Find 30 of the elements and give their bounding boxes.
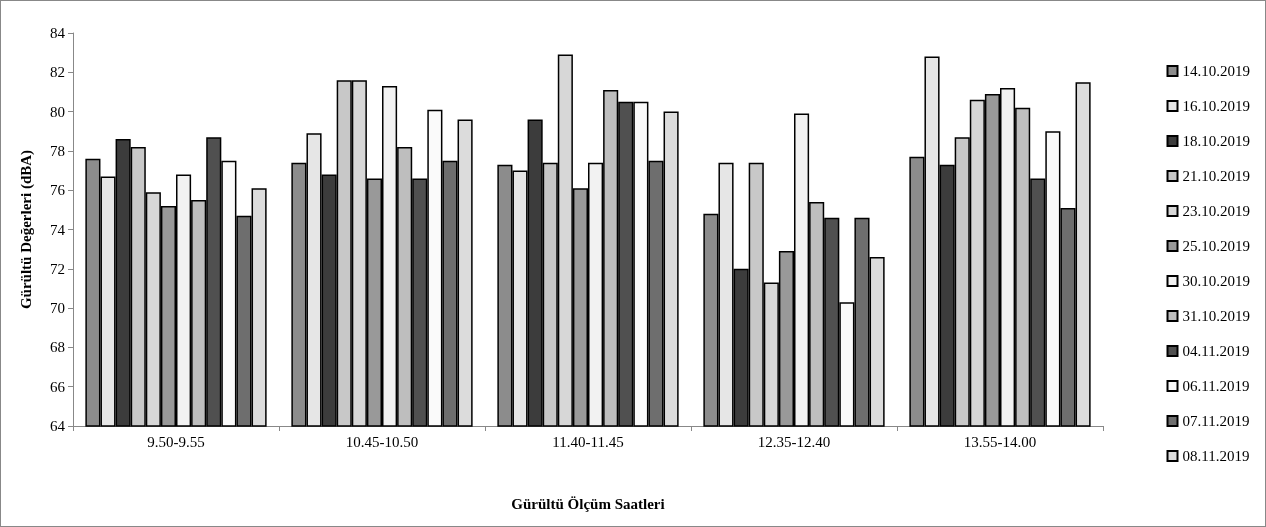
legend-label: 23.10.2019	[1182, 203, 1250, 219]
y-tick-label: 70	[50, 300, 65, 317]
x-tick-label: 10.45-10.50	[345, 433, 419, 450]
y-tick-label: 66	[50, 378, 66, 395]
x-tick-label: 13.55-14.00	[963, 433, 1037, 450]
legend-label: 18.10.2019	[1182, 133, 1250, 149]
legend-label: 31.10.2019	[1182, 308, 1250, 324]
legend-label: 25.10.2019	[1182, 238, 1250, 254]
y-axis-title: Gürültü Değerleri (dBA)	[17, 149, 35, 310]
legend-label: 16.10.2019	[1182, 98, 1250, 114]
legend-label: 06.11.2019	[1182, 378, 1250, 394]
y-tick-label: 80	[50, 103, 65, 120]
y-tick-label: 76	[50, 182, 66, 199]
legend-label: 04.11.2019	[1182, 343, 1250, 359]
legend-label: 14.10.2019	[1182, 63, 1250, 79]
y-tick-label: 74	[50, 221, 66, 238]
legend-label: 08.11.2019	[1182, 448, 1250, 464]
x-axis-title: Gürültü Ölçüm Saatleri	[511, 495, 665, 512]
x-tick-label: 9.50-9.55	[147, 433, 205, 450]
y-tick-label: 78	[50, 142, 65, 159]
legend-label: 21.10.2019	[1182, 168, 1250, 184]
y-tick-label: 72	[50, 260, 65, 277]
legend-label: 30.10.2019	[1182, 273, 1250, 289]
legend-label: 07.11.2019	[1182, 413, 1250, 429]
x-tick-label: 12.35-12.40	[757, 433, 831, 450]
y-tick-label: 68	[50, 339, 65, 356]
x-tick-label: 11.40-11.45	[552, 433, 624, 450]
y-tick-label: 84	[50, 25, 66, 41]
y-tick-label: 64	[50, 418, 66, 434]
y-tick-label: 82	[50, 64, 65, 81]
